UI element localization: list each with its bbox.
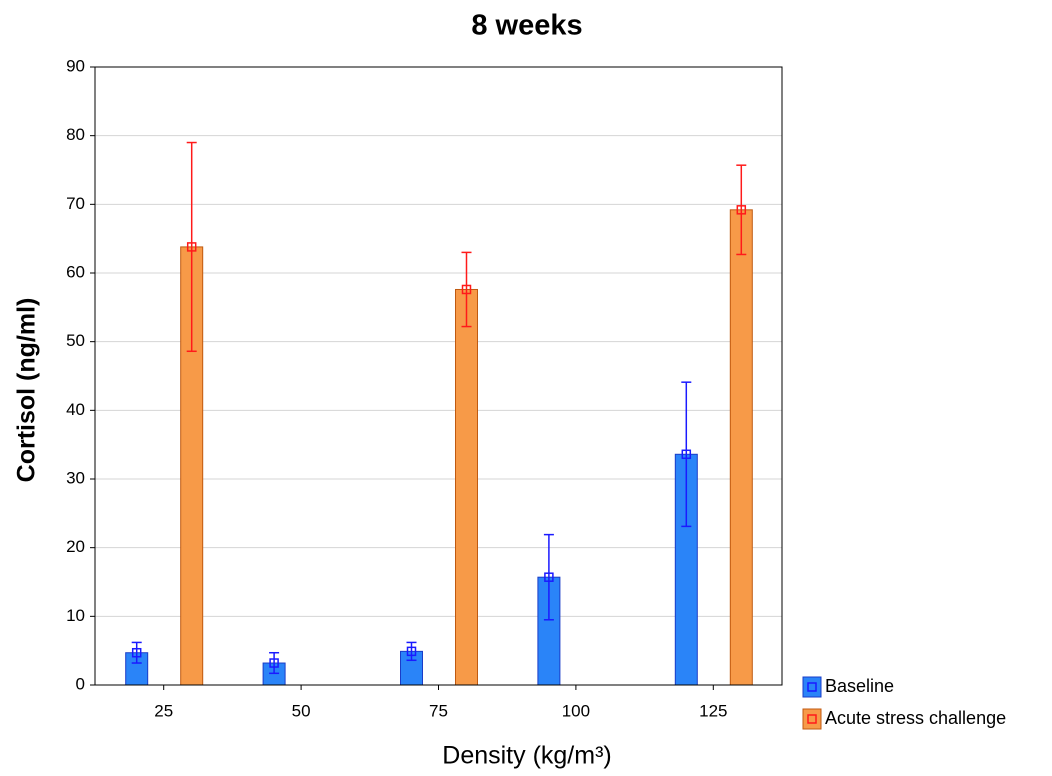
legend-label: Acute stress challenge — [825, 708, 1006, 728]
point-marker — [186, 242, 197, 252]
x-tick-label: 75 — [429, 701, 448, 720]
point-marker — [544, 572, 554, 582]
point-marker — [681, 449, 692, 460]
legend-swatch — [802, 676, 822, 698]
plot-frame — [94, 66, 783, 686]
y-tick-label: 80 — [66, 125, 85, 144]
point-marker — [461, 284, 472, 295]
point-marker — [131, 647, 142, 658]
error-bar — [736, 164, 747, 256]
y-axis-title: Cortisol (ng/ml) — [13, 298, 41, 483]
y-tick-label: 10 — [66, 606, 85, 625]
y-tick-label: 50 — [66, 331, 85, 350]
legend-swatch — [802, 708, 822, 730]
y-tick-label: 30 — [66, 468, 85, 487]
legend-marker — [807, 682, 817, 692]
error-bar — [131, 641, 142, 664]
error-bar — [461, 251, 472, 328]
x-tick-label: 25 — [154, 701, 173, 720]
point-marker — [736, 205, 747, 215]
error-bar — [681, 381, 692, 528]
error-bar — [406, 641, 417, 662]
error-bar — [543, 533, 554, 621]
legend-label: Baseline — [825, 676, 894, 696]
error-bar — [186, 141, 197, 353]
point-marker — [406, 646, 417, 657]
x-tick-label: 100 — [562, 701, 590, 720]
point-marker — [269, 658, 279, 668]
y-tick-label: 70 — [66, 194, 85, 213]
y-tick-label: 60 — [66, 262, 85, 281]
bar — [455, 288, 478, 686]
y-tick-label: 20 — [66, 537, 85, 556]
x-axis-title: Density (kg/m³) — [442, 742, 611, 770]
bar — [729, 209, 753, 686]
y-tick-label: 0 — [76, 674, 85, 693]
x-tick-label: 125 — [699, 701, 727, 720]
y-tick-label: 40 — [66, 400, 85, 419]
legend-marker — [807, 714, 817, 724]
error-bar — [269, 651, 280, 675]
chart-title: 8 weeks — [471, 10, 582, 42]
x-tick-label: 50 — [292, 701, 311, 720]
y-tick-label: 90 — [66, 56, 85, 75]
